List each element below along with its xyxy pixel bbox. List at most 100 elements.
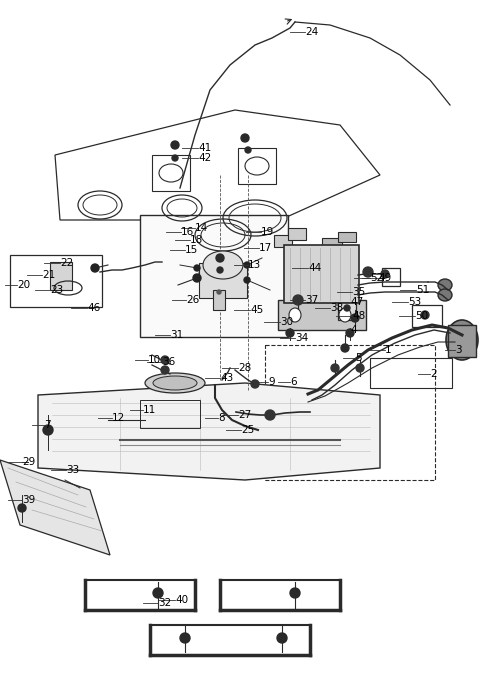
Text: 15: 15 bbox=[185, 245, 198, 255]
Circle shape bbox=[363, 267, 373, 277]
Text: 18: 18 bbox=[190, 235, 203, 245]
Circle shape bbox=[161, 366, 169, 374]
Text: 31: 31 bbox=[170, 330, 183, 340]
Text: 19: 19 bbox=[261, 227, 274, 237]
Text: 9: 9 bbox=[268, 377, 275, 387]
Text: 1: 1 bbox=[385, 345, 392, 355]
Bar bbox=[50, 262, 72, 290]
Text: 25: 25 bbox=[241, 425, 254, 435]
Text: 50: 50 bbox=[415, 311, 428, 321]
Circle shape bbox=[91, 264, 99, 272]
Text: 43: 43 bbox=[220, 373, 233, 383]
Bar bbox=[382, 268, 400, 286]
Text: 37: 37 bbox=[305, 295, 318, 305]
Text: 10: 10 bbox=[148, 355, 161, 365]
Text: 48: 48 bbox=[352, 311, 365, 321]
Text: 40: 40 bbox=[175, 595, 188, 605]
Bar bbox=[213, 290, 225, 310]
Text: 39: 39 bbox=[22, 495, 35, 505]
Circle shape bbox=[244, 277, 250, 283]
Text: 35: 35 bbox=[352, 287, 365, 297]
Circle shape bbox=[356, 364, 364, 372]
Text: 27: 27 bbox=[238, 410, 251, 420]
Circle shape bbox=[351, 314, 359, 322]
Bar bbox=[338, 298, 356, 320]
Text: 22: 22 bbox=[60, 258, 73, 268]
Text: 28: 28 bbox=[238, 363, 251, 373]
Text: 16: 16 bbox=[181, 227, 194, 237]
Circle shape bbox=[244, 262, 250, 268]
Text: 13: 13 bbox=[248, 260, 261, 270]
Text: 51: 51 bbox=[416, 285, 429, 295]
Text: 20: 20 bbox=[17, 280, 30, 290]
Circle shape bbox=[180, 633, 190, 643]
Ellipse shape bbox=[203, 251, 243, 279]
Text: 42: 42 bbox=[198, 153, 211, 163]
Circle shape bbox=[241, 134, 249, 142]
Bar bbox=[284, 245, 359, 303]
Circle shape bbox=[421, 311, 429, 319]
Text: 2: 2 bbox=[430, 369, 437, 379]
Ellipse shape bbox=[438, 279, 452, 291]
Text: 24: 24 bbox=[305, 27, 318, 37]
Circle shape bbox=[153, 588, 163, 598]
Text: 46: 46 bbox=[87, 303, 100, 313]
Bar bbox=[152, 155, 190, 191]
Text: 47: 47 bbox=[350, 297, 363, 307]
Circle shape bbox=[194, 265, 200, 271]
Text: 38: 38 bbox=[330, 303, 343, 313]
Text: 12: 12 bbox=[112, 413, 125, 423]
Bar bbox=[140, 400, 200, 428]
Bar bbox=[370, 358, 452, 388]
Circle shape bbox=[217, 290, 221, 294]
Text: 45: 45 bbox=[250, 305, 263, 315]
Circle shape bbox=[346, 329, 354, 337]
Text: 11: 11 bbox=[143, 405, 156, 415]
Text: 17: 17 bbox=[259, 243, 272, 253]
Text: 29: 29 bbox=[22, 457, 35, 467]
Text: 49: 49 bbox=[378, 273, 391, 283]
Circle shape bbox=[293, 295, 303, 305]
Text: 32: 32 bbox=[158, 598, 171, 608]
Circle shape bbox=[265, 410, 275, 420]
Circle shape bbox=[216, 254, 224, 262]
Circle shape bbox=[193, 274, 201, 282]
Ellipse shape bbox=[153, 376, 197, 390]
Circle shape bbox=[344, 305, 350, 311]
Text: 7: 7 bbox=[44, 420, 50, 430]
Polygon shape bbox=[0, 460, 110, 555]
Ellipse shape bbox=[339, 308, 351, 322]
Polygon shape bbox=[38, 383, 380, 480]
Text: 21: 21 bbox=[42, 270, 55, 280]
Ellipse shape bbox=[145, 373, 205, 393]
Text: 26: 26 bbox=[186, 295, 199, 305]
Circle shape bbox=[43, 425, 53, 435]
Bar bbox=[412, 305, 442, 327]
Circle shape bbox=[245, 147, 251, 153]
Text: 5: 5 bbox=[355, 353, 361, 363]
Circle shape bbox=[217, 267, 223, 273]
Circle shape bbox=[251, 380, 259, 388]
Text: 8: 8 bbox=[218, 413, 225, 423]
Text: 23: 23 bbox=[50, 285, 63, 295]
Text: 34: 34 bbox=[295, 333, 308, 343]
Circle shape bbox=[161, 356, 169, 364]
Bar bbox=[199, 263, 247, 298]
Circle shape bbox=[381, 270, 389, 278]
Circle shape bbox=[331, 364, 339, 372]
Bar bbox=[288, 228, 306, 240]
Bar bbox=[322, 238, 342, 248]
Bar bbox=[140, 215, 288, 337]
Text: 41: 41 bbox=[198, 143, 211, 153]
Bar bbox=[238, 148, 276, 184]
Circle shape bbox=[172, 155, 178, 161]
Ellipse shape bbox=[289, 308, 301, 322]
Bar bbox=[448, 325, 476, 357]
Circle shape bbox=[341, 344, 349, 352]
Ellipse shape bbox=[438, 289, 452, 301]
Bar bbox=[10, 255, 102, 307]
Text: 14: 14 bbox=[195, 223, 208, 233]
Bar bbox=[278, 300, 366, 330]
Ellipse shape bbox=[446, 320, 478, 360]
Circle shape bbox=[18, 504, 26, 512]
